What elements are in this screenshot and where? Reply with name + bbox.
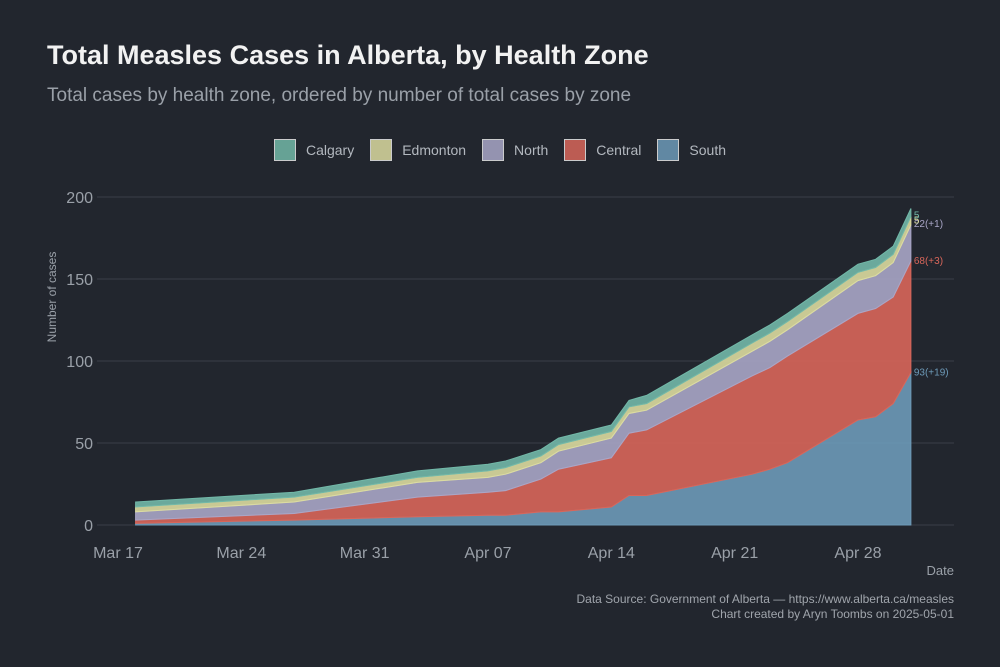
chart-subtitle: Total cases by health zone, ordered by n… xyxy=(47,85,632,106)
legend: Calgary Edmonton North Central South xyxy=(0,139,1000,161)
y-tick-label: 150 xyxy=(66,272,93,289)
x-tick-label: Apr 28 xyxy=(834,545,881,562)
area-series xyxy=(135,208,912,526)
legend-label-south: South xyxy=(689,142,727,158)
chart-title: Total Measles Cases in Alberta, by Healt… xyxy=(47,40,649,70)
legend-label-north: North xyxy=(514,142,549,158)
y-axis-title: Number of cases xyxy=(45,252,59,343)
legend-swatch-central xyxy=(564,139,587,161)
end-labels: 93(+19) 68(+3) 22(+1)55 xyxy=(914,210,949,378)
x-tick-label: Apr 07 xyxy=(464,545,511,562)
chart-credit: Chart created by Aryn Toombs on 2025-05-… xyxy=(711,607,954,621)
legend-label-edmonton: Edmonton xyxy=(402,142,467,158)
x-tick-label: Apr 21 xyxy=(711,545,758,562)
footer: Data Source: Government of Alberta — htt… xyxy=(576,592,954,622)
legend-swatch-south xyxy=(657,139,680,161)
data-source-note: Data Source: Government of Alberta — htt… xyxy=(576,592,954,606)
end-label-south: 93(+19) xyxy=(914,367,949,378)
x-tick-label: Mar 31 xyxy=(340,545,390,562)
y-tick-label: 50 xyxy=(75,436,93,453)
legend-item-south: South xyxy=(657,139,726,161)
y-tick-label: 200 xyxy=(66,190,93,207)
x-tick-label: Apr 14 xyxy=(588,545,635,562)
legend-swatch-calgary xyxy=(273,139,296,161)
legend-item-central: Central xyxy=(564,139,641,161)
legend-item-calgary: Calgary xyxy=(273,139,355,161)
legend-swatch-north xyxy=(482,139,505,161)
end-label-north: 22(+1) xyxy=(914,219,943,230)
legend-label-central: Central xyxy=(596,142,642,158)
end-label-calgary: 5 xyxy=(914,210,920,221)
legend-label-calgary: Calgary xyxy=(305,142,355,158)
area-calgary xyxy=(135,208,912,508)
legend-item-north: North xyxy=(482,139,548,161)
x-axis-title: Date xyxy=(927,563,954,578)
end-label-central: 68(+3) xyxy=(914,256,943,267)
end-label-edmonton: 5 xyxy=(914,216,920,227)
axes: 0 50 100 150 200 Mar 17 Mar 24 Mar 31 Apr 07 Apr … xyxy=(66,190,881,562)
y-tick-label: 100 xyxy=(66,354,93,371)
legend-swatch-edmonton xyxy=(370,139,393,161)
legend-item-edmonton: Edmonton xyxy=(370,139,466,161)
x-tick-label: Mar 17 xyxy=(93,545,143,562)
x-tick-label: Mar 24 xyxy=(216,545,266,562)
y-tick-label: 0 xyxy=(84,518,93,535)
